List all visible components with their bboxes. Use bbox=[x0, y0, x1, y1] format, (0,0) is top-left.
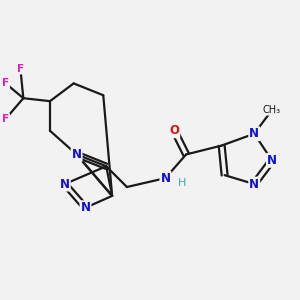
Text: CH₃: CH₃ bbox=[263, 105, 281, 115]
Text: N: N bbox=[267, 154, 277, 167]
Text: N: N bbox=[249, 127, 259, 140]
Text: H: H bbox=[178, 178, 186, 188]
Text: N: N bbox=[80, 201, 91, 214]
Text: F: F bbox=[2, 114, 9, 124]
Text: F: F bbox=[17, 64, 24, 74]
Text: N: N bbox=[72, 148, 82, 161]
Text: N: N bbox=[60, 178, 70, 190]
Text: F: F bbox=[2, 78, 9, 88]
Text: N: N bbox=[249, 178, 259, 190]
Text: O: O bbox=[169, 124, 179, 137]
Text: N: N bbox=[160, 172, 170, 184]
